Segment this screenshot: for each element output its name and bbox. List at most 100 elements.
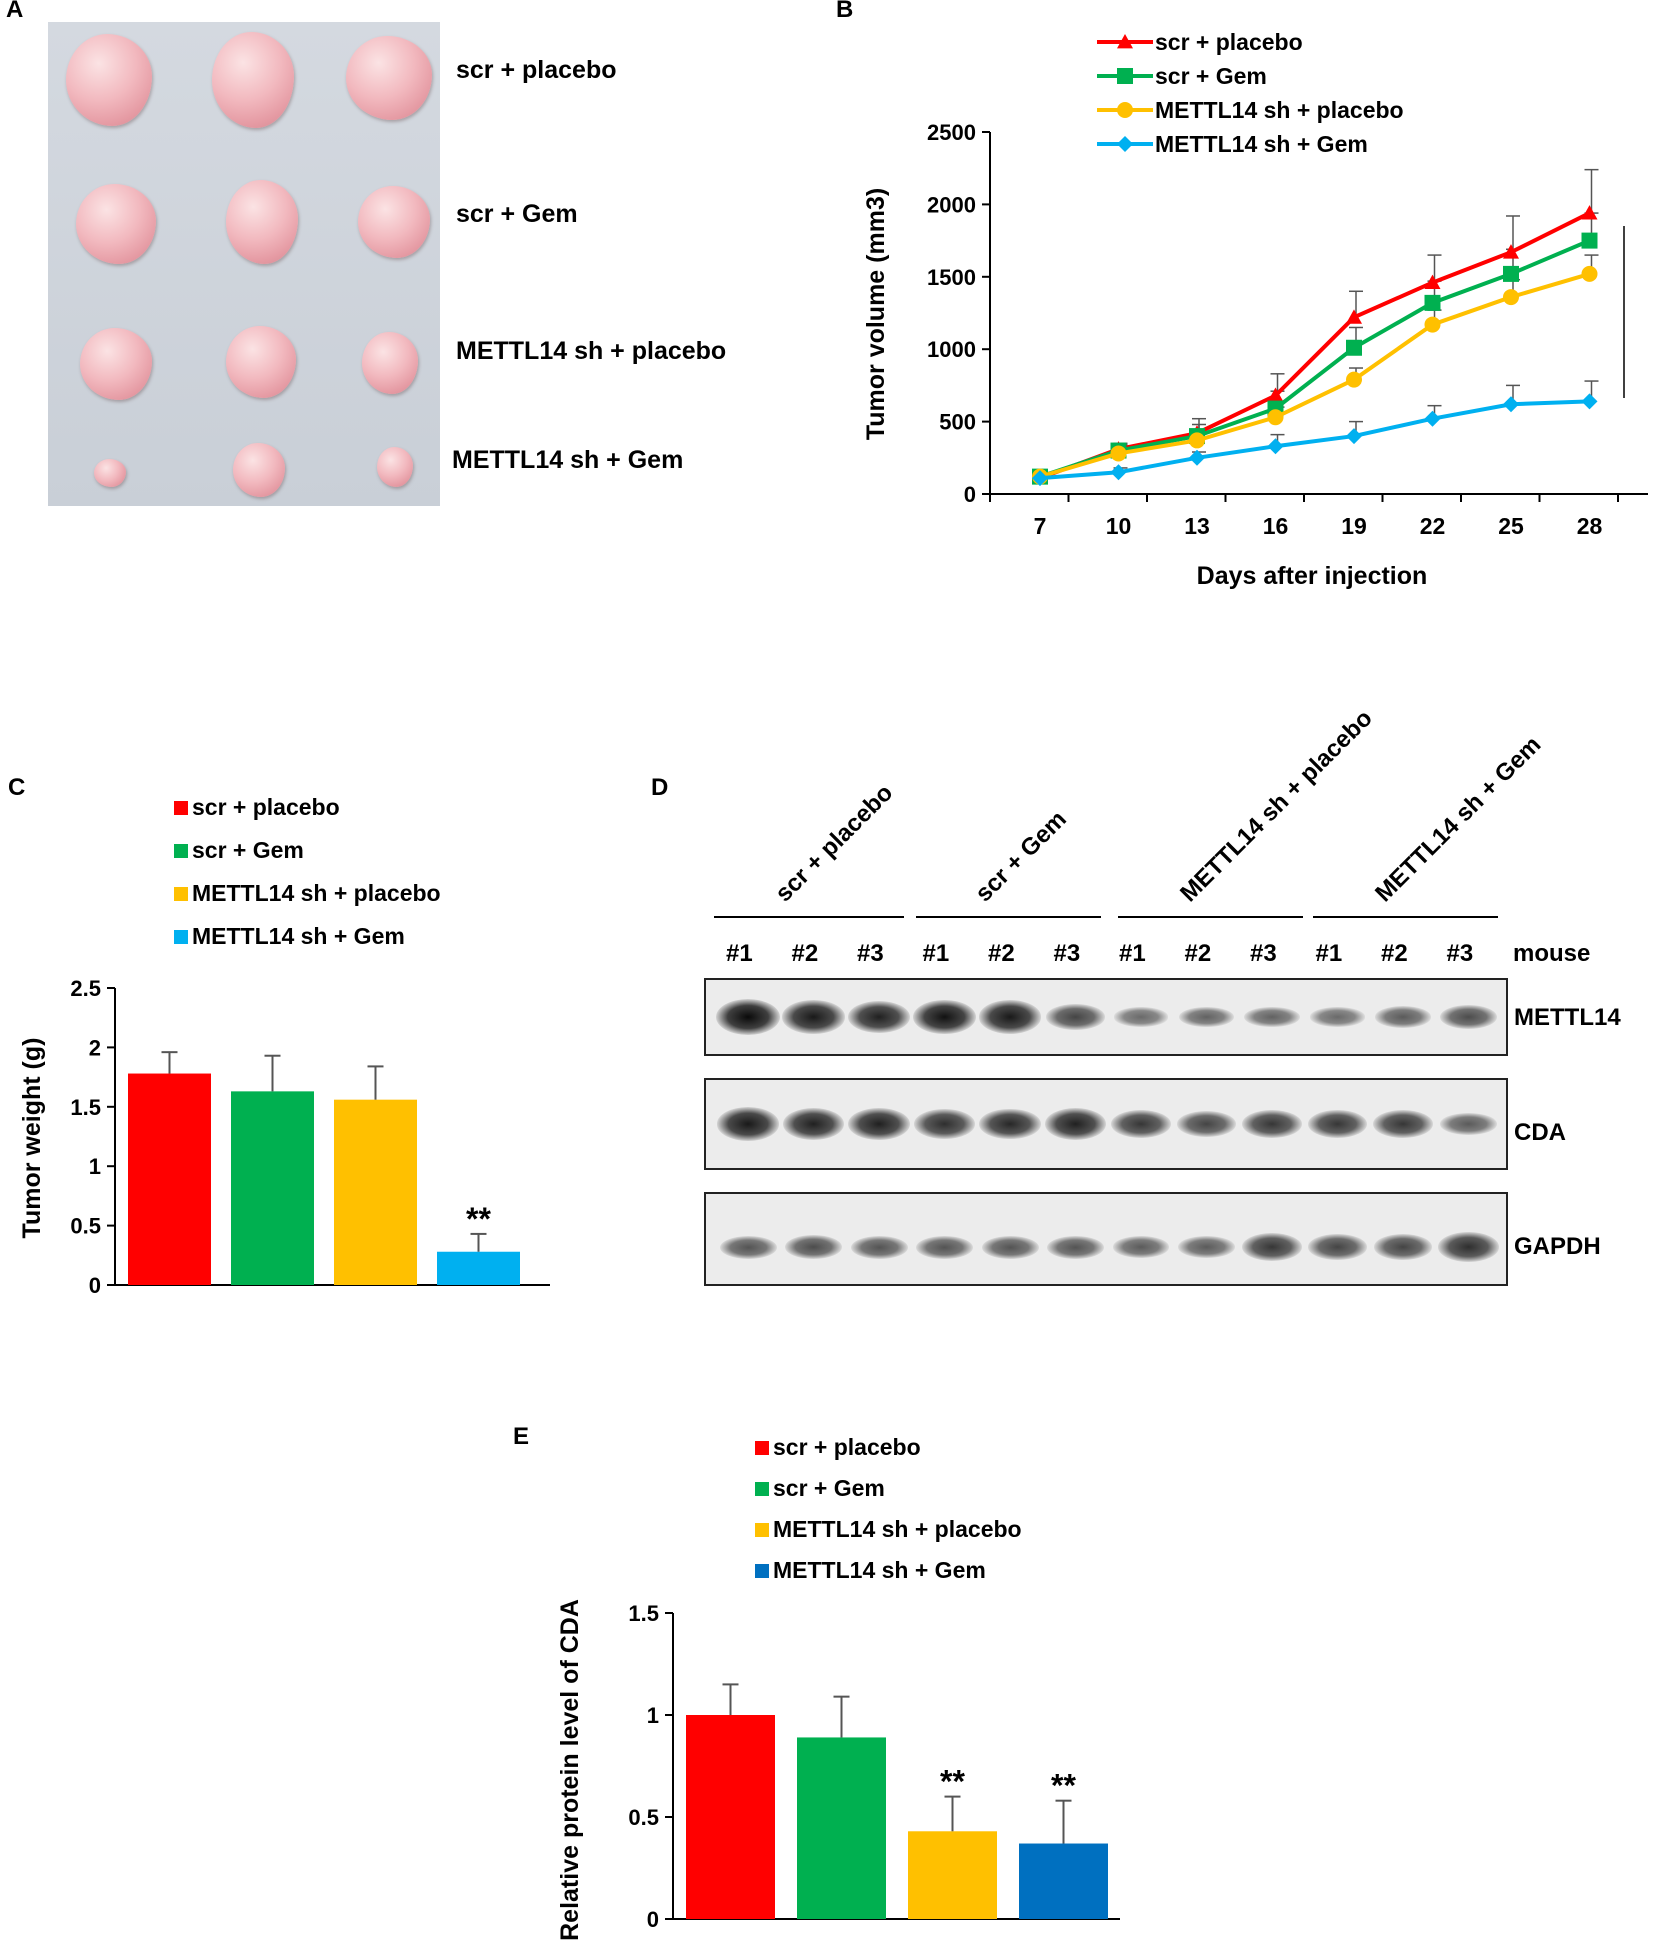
significance-label: ** [940, 1764, 965, 1800]
tumor-image [212, 32, 294, 128]
tumor-photo [48, 22, 440, 506]
blot-label-mettl14: METTL14 [1514, 1004, 1621, 1031]
blot-band [716, 1107, 780, 1141]
x-tick-label: 13 [1184, 513, 1210, 539]
blot-band [1308, 1234, 1367, 1260]
blot-band [912, 999, 977, 1035]
blot-band [1242, 1109, 1302, 1139]
series-line [1039, 271, 1591, 479]
y-tick-label: 0.5 [628, 1805, 659, 1830]
bar [334, 1099, 417, 1285]
x-axis-label: Days after injection [1197, 562, 1428, 590]
mouse-id-label: #3 [1250, 940, 1277, 967]
series-line [1039, 399, 1590, 481]
y-axis-label: Relative protein level of CDA [556, 1599, 584, 1941]
legend-label: METTL14 sh + Gem [192, 923, 405, 949]
y-tick-label: 0.5 [70, 1214, 101, 1239]
mouse-id-label: #2 [988, 940, 1015, 967]
blot-band [1373, 1109, 1433, 1139]
blot-band [1046, 1004, 1105, 1030]
x-tick-label: 7 [1034, 513, 1047, 539]
legend-label: scr + placebo [773, 1434, 921, 1460]
mouse-id-label: #2 [1184, 940, 1212, 967]
blot-band [848, 1107, 910, 1141]
bar [128, 1073, 211, 1285]
photo-row-label: scr + placebo [456, 56, 617, 84]
data-point [1503, 396, 1519, 413]
blot-band [850, 1235, 908, 1259]
photo-row-label: scr + Gem [456, 200, 578, 228]
legend-label: scr + Gem [1155, 63, 1267, 89]
data-point [1581, 205, 1598, 220]
significance-label: ** [1051, 1768, 1076, 1804]
y-tick-label: 1 [647, 1703, 659, 1728]
tumor-image [233, 443, 285, 497]
y-tick-label: 1 [89, 1154, 101, 1179]
blot-cda [704, 1078, 1508, 1170]
panel-letter-d: D [651, 774, 669, 801]
data-point [1424, 316, 1441, 333]
mouse-label: mouse [1513, 940, 1591, 967]
blot-band [1374, 1006, 1432, 1028]
legend-label: scr + Gem [192, 837, 304, 863]
tumor-weight-bar-chart: 0 0.5 1 1.5 2 2.5 Tumor weight (g) ** scr + plac… [18, 794, 550, 1298]
data-point [1424, 410, 1441, 427]
significance-label: ** [1641, 300, 1654, 324]
panel-letter-a: A [6, 0, 24, 23]
blot-band [981, 1235, 1039, 1259]
tumor-image [346, 36, 432, 120]
data-point [1346, 428, 1362, 445]
legend-label: scr + placebo [1155, 29, 1303, 55]
legend-label: METTL14 sh + placebo [773, 1516, 1022, 1542]
blot-band [1111, 1109, 1171, 1139]
data-point [1581, 232, 1598, 249]
x-tick-label: 25 [1498, 513, 1524, 539]
y-tick-label: 0 [89, 1273, 101, 1298]
tumor-image [66, 34, 152, 126]
blot-band [782, 1000, 845, 1034]
blot-band [978, 1000, 1042, 1034]
blot-group-line [1118, 916, 1303, 918]
blot-band [1440, 1113, 1497, 1135]
y-tick-label: 0 [647, 1907, 659, 1932]
legend-swatch [174, 887, 188, 901]
data-point [1267, 387, 1284, 402]
bar [231, 1091, 314, 1285]
y-tick-label: 2.5 [70, 976, 101, 1001]
mouse-id-label: #3 [857, 940, 884, 967]
data-point [1424, 274, 1441, 289]
x-tick-label: 16 [1263, 513, 1289, 539]
legend-label: scr + Gem [773, 1475, 885, 1501]
bar [437, 1251, 520, 1285]
blot-band [782, 1107, 845, 1141]
data-point [1032, 470, 1048, 487]
tumor-image [226, 180, 298, 264]
legend-label: METTL14 sh + placebo [1155, 97, 1404, 123]
blot-band [716, 999, 780, 1035]
bar [1019, 1843, 1108, 1919]
blot-band [719, 1235, 777, 1259]
y-tick-label: 1.5 [70, 1095, 101, 1120]
data-point [1189, 449, 1205, 466]
blot-band [1439, 1004, 1498, 1030]
legend-label: METTL14 sh + Gem [1155, 131, 1368, 157]
legend-swatch [755, 1564, 769, 1578]
blot-band [1307, 1109, 1368, 1139]
blot-mettl14 [704, 978, 1508, 1056]
blot-band [1178, 1236, 1235, 1258]
y-tick-label: 2 [89, 1035, 101, 1060]
blot-band [1047, 1235, 1104, 1259]
tumor-image [377, 447, 413, 487]
blot-band [916, 1235, 973, 1259]
panel-letter-e: E [513, 1423, 530, 1450]
data-point [1424, 294, 1441, 311]
data-point [1110, 464, 1127, 481]
cda-level-bar-chart: 0 0.5 1 1.5 Relative protein level of CDA ** *… [556, 1434, 1120, 1941]
tumor-image [80, 328, 152, 400]
data-point [1117, 34, 1133, 49]
data-point [1267, 409, 1284, 426]
y-axis-label: Tumor volume (mm3) [862, 188, 890, 440]
y-tick-label: 0 [964, 482, 976, 507]
series-line [1039, 238, 1591, 479]
legend-swatch [755, 1523, 769, 1537]
